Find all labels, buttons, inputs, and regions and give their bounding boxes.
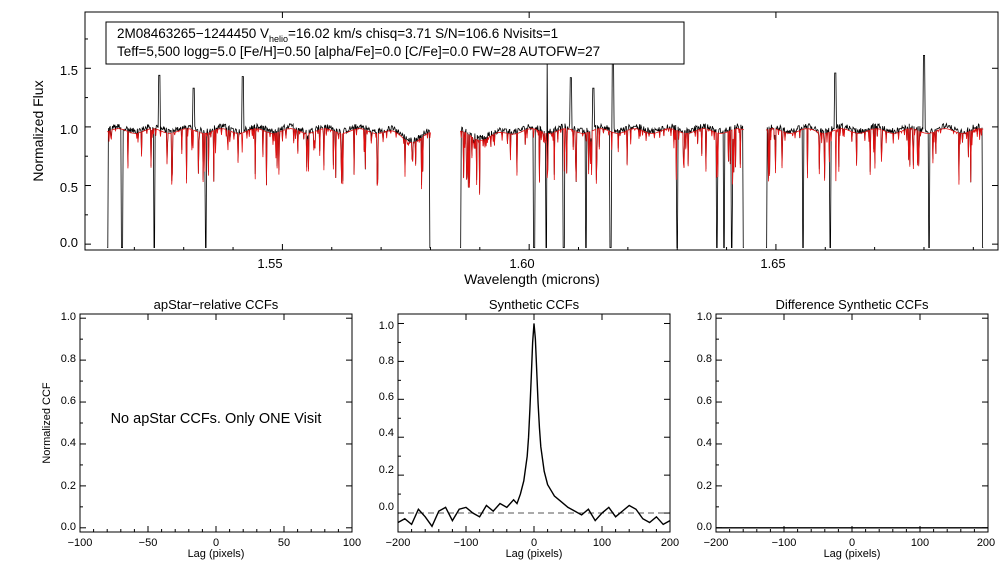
annotation-box [105,21,685,65]
x-tick-label-100: 100 [593,537,611,549]
x-tick-label-minus-200: −200 [386,537,411,549]
x-tick-label-200: 200 [977,537,995,549]
spectrum-x-axis-label: Wavelength (microns) [464,271,600,287]
difference-ccf-axes-frame [715,313,989,533]
apstar-ccf-x-tick-labels: −100 −50 0 50 100 [68,537,362,549]
model-spectrum-line [107,127,984,195]
synthetic-ccf-panel: Synthetic CCFs Lag (pixels) −200 −100 0 … [379,297,679,560]
x-tick-label-1-60: 1.60 [509,256,534,271]
y-tick-label-0-5: 0.5 [60,180,78,195]
spectrum-panel: 1.55 1.60 1.65 0.0 0.5 1.0 1.5 Wavelengt… [30,11,999,287]
annotation-line-2: Teff=5,500 logg=5.0 [Fe/H]=0.50 [alpha/F… [117,44,600,59]
apstar-ccf-ticks [79,314,353,532]
y-tick-label-0-8: 0.8 [61,353,76,365]
difference-ccf-ticks [715,314,989,532]
x-tick-label-50: 50 [278,537,290,549]
annotation-line-1: 2M08463265−1244450 Vhelio=16.02 km/s chi… [117,26,558,44]
x-tick-label-1-55: 1.55 [257,256,282,271]
no-ccf-message: No apStar CCFs. Only ONE Visit [111,411,322,427]
y-tick-label-0-8: 0.8 [379,355,394,367]
y-tick-label-0-6: 0.6 [697,395,712,407]
y-tick-label-1-5: 1.5 [60,63,78,78]
x-tick-label-200: 200 [661,537,679,549]
x-tick-label-100: 100 [343,537,361,549]
y-tick-label-0-4: 0.4 [697,437,712,449]
synthetic-ccf-axes-frame [397,313,671,533]
difference-ccf-title: Difference Synthetic CCFs [776,297,929,312]
star-id-velocity: 2M08463265−1244450 V [117,26,269,41]
y-tick-label-0-0: 0.0 [697,521,712,533]
synthetic-ccf-curve [397,323,671,528]
apstar-ccf-y-axis-label: Normalized CCF [41,382,53,464]
x-tick-label-minus-50: −50 [139,537,158,549]
synthetic-ccf-ticks [397,314,671,532]
synthetic-ccf-x-tick-labels: −200 −100 0 100 200 [386,537,680,549]
difference-ccf-x-axis-label: Lag (pixels) [824,548,881,560]
x-tick-label-100: 100 [911,537,929,549]
synthetic-ccf-title: Synthetic CCFs [489,297,580,312]
x-tick-label-0: 0 [531,537,537,549]
x-tick-label-minus-100: −100 [454,537,479,549]
helio-subscript: helio [269,34,288,44]
y-tick-label-0-4: 0.4 [61,437,76,449]
y-tick-label-1-0: 1.0 [60,122,78,137]
y-tick-label-0-2: 0.2 [697,480,712,492]
x-tick-label-0: 0 [849,537,855,549]
y-tick-label-0-6: 0.6 [61,395,76,407]
y-tick-label-1-0: 1.0 [379,320,394,332]
difference-ccf-panel: Difference Synthetic CCFs Lag (pixels) −… [697,297,995,560]
x-tick-label-1-65: 1.65 [760,256,785,271]
y-tick-label-1-0: 1.0 [61,311,76,323]
spectrum-axes-frame [84,11,999,251]
y-tick-label-0-8: 0.8 [697,353,712,365]
synthetic-ccf-y-tick-labels: 0.0 0.2 0.4 0.6 0.8 1.0 [379,320,394,513]
x-tick-label-minus-100: −100 [68,537,93,549]
x-tick-label-minus-100: −100 [772,537,797,549]
difference-ccf-y-tick-labels: 0.0 0.2 0.4 0.6 0.8 1.0 [697,311,712,533]
spectrum-y-axis-label: Normalized Flux [30,80,46,181]
x-tick-label-minus-200: −200 [704,537,729,549]
y-tick-label-0-0: 0.0 [60,235,78,250]
y-tick-label-0-2: 0.2 [61,480,76,492]
apstar-ccf-y-tick-labels: 0.0 0.2 0.4 0.6 0.8 1.0 [61,311,76,533]
fit-statistics: =16.02 km/s chisq=3.71 S/N=106.6 Nvisits… [288,26,558,41]
apstar-ccf-x-axis-label: Lag (pixels) [188,548,245,560]
difference-ccf-x-tick-labels: −200 −100 0 100 200 [704,537,996,549]
apstar-ccf-panel: apStar−relative CCFs No apStar CCFs. Onl… [41,297,361,560]
spectrum-ticks [84,12,998,250]
spectrum-lines [107,54,984,249]
y-tick-label-1-0: 1.0 [697,311,712,323]
synthetic-ccf-x-axis-label: Lag (pixels) [506,548,563,560]
y-tick-label-0-2: 0.2 [379,464,394,476]
y-tick-label-0-4: 0.4 [379,427,394,439]
y-tick-label-0-0: 0.0 [61,521,76,533]
y-tick-label-0-0: 0.0 [379,501,394,513]
y-tick-label-0-6: 0.6 [379,391,394,403]
x-tick-label-0: 0 [213,537,219,549]
apstar-ccf-title: apStar−relative CCFs [154,297,279,312]
